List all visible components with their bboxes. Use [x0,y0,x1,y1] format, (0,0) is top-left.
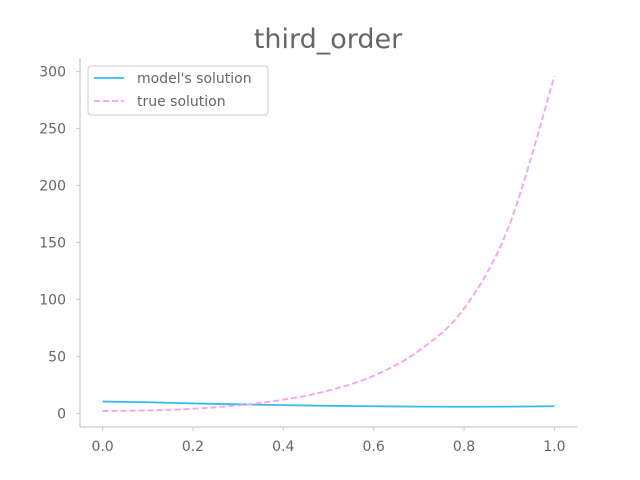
y-tick-label: 300 [39,65,66,81]
x-tick-label: 0.8 [453,439,475,455]
y-tick-label: 50 [48,349,66,365]
legend-frame [87,65,269,116]
legend: model's solution true solution [87,65,269,116]
chart-title: third_order [254,24,403,55]
x-axis-ticks: 0.0 0.2 0.4 0.6 0.8 1.0 [91,427,566,455]
series-line-model-solution [102,400,555,408]
x-tick-label: 0.4 [272,439,294,455]
legend-label: model's solution [137,71,252,87]
y-tick-label: 200 [39,179,66,195]
x-tick-label: 1.0 [543,439,565,455]
x-tick-label: 0.2 [182,439,204,455]
series-layer [102,75,556,412]
x-tick-label: 0.6 [363,439,385,455]
legend-label: true solution [137,94,226,110]
plot-area: 0.0 0.2 0.4 0.6 0.8 1.0 0 50 100 150 200 250 300 [39,58,577,455]
y-axis-ticks: 0 50 100 150 200 250 300 [39,65,80,422]
y-tick-label: 0 [57,406,66,422]
series-line-true-solution [102,75,556,412]
y-tick-label: 150 [39,236,66,252]
x-tick-label: 0.0 [91,439,113,455]
y-tick-label: 250 [39,122,66,138]
y-tick-label: 100 [39,292,66,308]
